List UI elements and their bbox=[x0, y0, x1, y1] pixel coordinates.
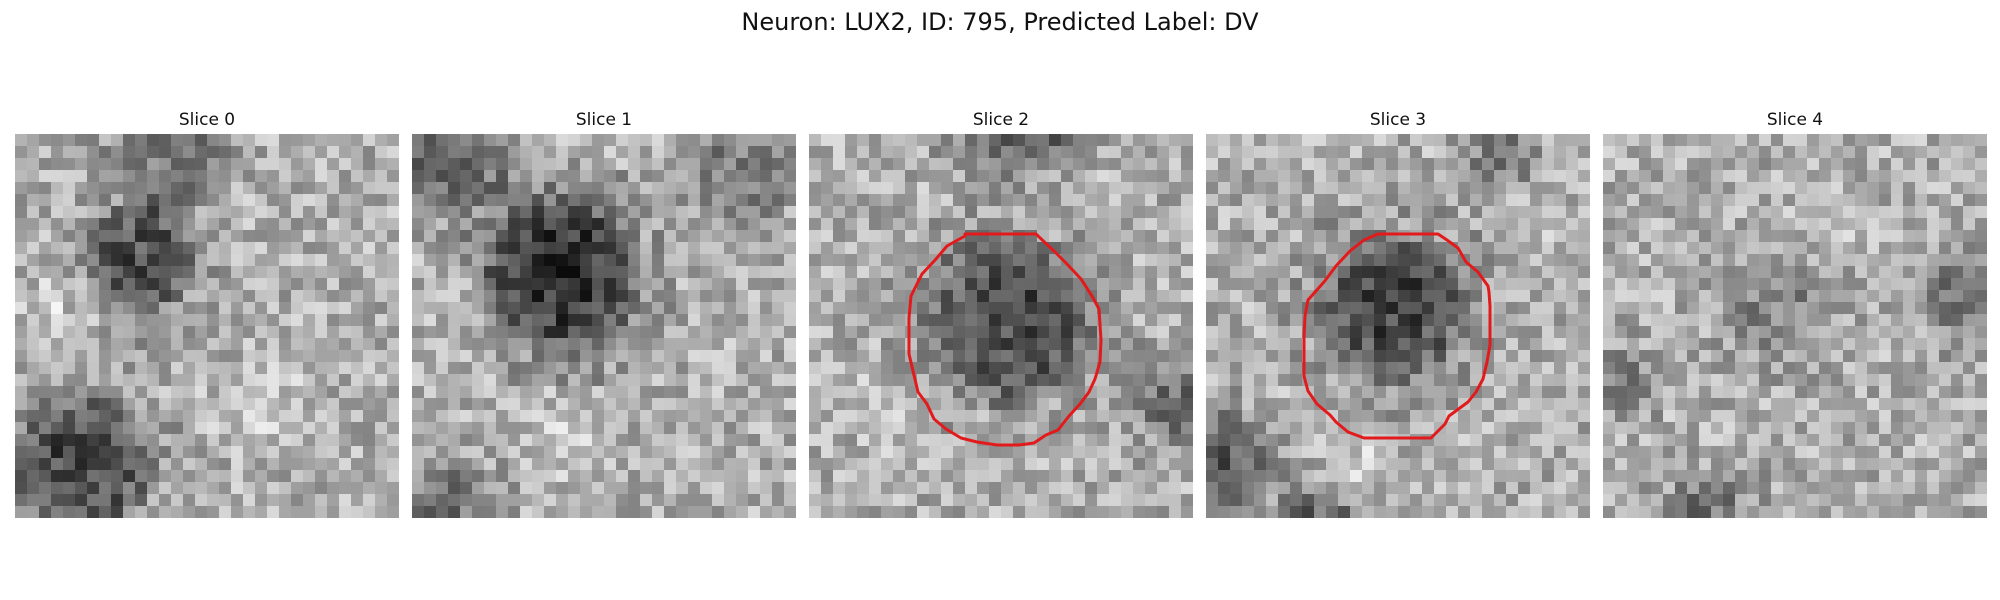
slice-image bbox=[412, 134, 796, 518]
slice-title: Slice 2 bbox=[972, 110, 1030, 130]
slice-panel-1: Slice 1 bbox=[412, 108, 796, 518]
slice-title: Slice 0 bbox=[178, 110, 236, 130]
slice-title: Slice 4 bbox=[1766, 110, 1824, 130]
slice-image bbox=[809, 134, 1193, 518]
slice-panel-3: Slice 3 bbox=[1206, 108, 1590, 518]
slice-panel-2: Slice 2 bbox=[809, 108, 1193, 518]
slice-image bbox=[15, 134, 399, 518]
figure-title: Neuron: LUX2, ID: 795, Predicted Label: … bbox=[741, 8, 1259, 36]
slice-image bbox=[1603, 134, 1987, 518]
slice-title: Slice 3 bbox=[1369, 110, 1427, 130]
slice-image bbox=[1206, 134, 1590, 518]
slice-panel-0: Slice 0 bbox=[15, 108, 399, 518]
slice-panel-4: Slice 4 bbox=[1603, 108, 1987, 518]
slice-title: Slice 1 bbox=[575, 110, 633, 130]
